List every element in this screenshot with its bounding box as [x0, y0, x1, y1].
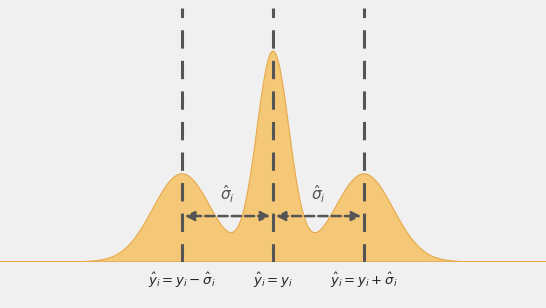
Text: $\hat{\sigma}_i$: $\hat{\sigma}_i$	[220, 183, 235, 205]
Text: $\hat{\sigma}_i$: $\hat{\sigma}_i$	[311, 183, 326, 205]
Text: $\hat{y}_i = y_i - \hat{\sigma}_i$: $\hat{y}_i = y_i - \hat{\sigma}_i$	[148, 271, 216, 290]
Text: $\hat{y}_i = y_i + \hat{\sigma}_i$: $\hat{y}_i = y_i + \hat{\sigma}_i$	[330, 271, 398, 290]
Text: $\hat{y}_i = y_i$: $\hat{y}_i = y_i$	[253, 271, 293, 290]
